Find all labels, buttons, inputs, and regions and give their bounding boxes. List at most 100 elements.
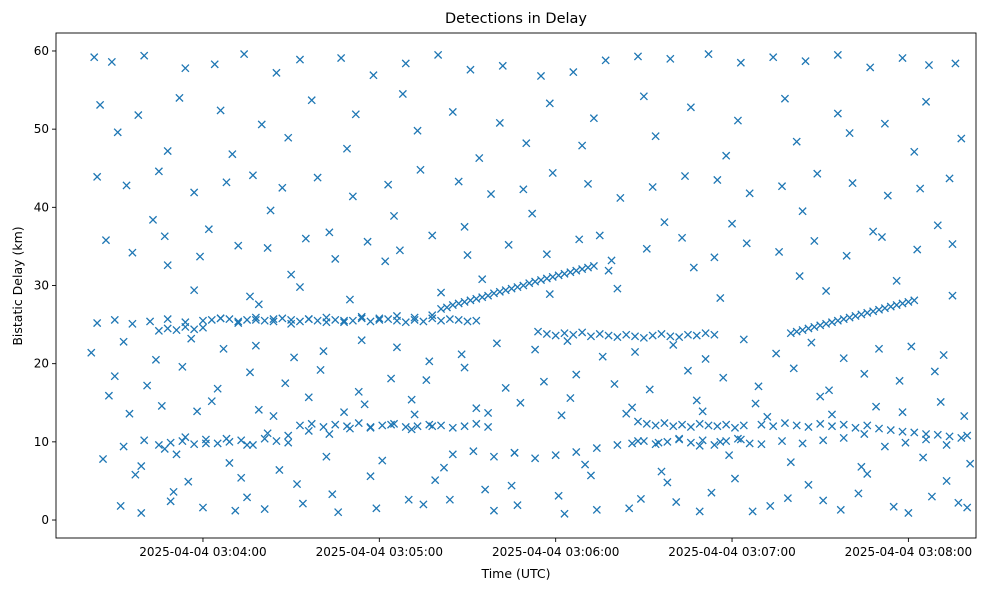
data-point [686, 438, 695, 447]
data-point [548, 168, 557, 177]
data-point [921, 435, 931, 444]
data-point [727, 219, 737, 228]
data-point [860, 429, 869, 439]
data-point [930, 367, 939, 376]
data-point [154, 326, 163, 335]
data-point [663, 437, 672, 446]
data-point [448, 450, 457, 459]
data-point [719, 373, 728, 382]
y-axis-ticks: 0 10 20 30 40 50 60 [34, 44, 56, 527]
data-point [334, 508, 343, 517]
data-point [910, 147, 919, 156]
data-point [924, 60, 934, 70]
data-point [963, 431, 972, 440]
data-point [207, 397, 216, 406]
data-point [290, 353, 299, 362]
data-point [798, 207, 807, 216]
data-point [454, 299, 463, 308]
data-point [642, 244, 651, 253]
data-point [307, 96, 316, 105]
data-point [428, 311, 437, 320]
data-point [489, 289, 499, 298]
data-point [313, 173, 322, 182]
data-point [284, 133, 293, 142]
data-point [860, 369, 869, 378]
data-point [633, 437, 643, 446]
data-point [683, 366, 693, 375]
data-point [819, 436, 828, 445]
data-point [589, 114, 598, 123]
data-point [119, 337, 128, 346]
data-point [839, 354, 848, 363]
data-point [237, 436, 246, 445]
data-point [695, 507, 704, 516]
data-point [883, 191, 892, 200]
y-tick-label: 0 [41, 513, 49, 527]
data-point [566, 268, 575, 277]
data-point [507, 481, 516, 490]
data-point [777, 182, 787, 191]
data-point [387, 374, 396, 383]
data-point [819, 496, 828, 505]
data-point [410, 410, 419, 419]
data-point [757, 420, 766, 429]
data-point [260, 434, 269, 443]
data-point [639, 333, 648, 342]
data-point [466, 65, 475, 74]
data-point [201, 439, 210, 448]
data-point [857, 310, 866, 319]
data-point [628, 403, 637, 412]
data-point [551, 331, 560, 340]
data-point [263, 429, 272, 438]
data-point [648, 331, 657, 340]
x-tick-label: 2025-04-04 03:06:00 [492, 545, 619, 559]
data-point [93, 318, 102, 328]
y-tick-label: 50 [34, 122, 49, 136]
data-point [404, 495, 413, 504]
data-point [595, 231, 604, 240]
data-point [251, 341, 260, 350]
data-point [639, 92, 648, 101]
data-point [880, 119, 889, 128]
y-tick-label: 30 [34, 279, 49, 293]
data-point [242, 440, 252, 450]
data-point [657, 467, 666, 476]
data-point [295, 55, 305, 64]
data-point [331, 315, 340, 324]
data-point [169, 487, 178, 496]
data-point [281, 379, 290, 388]
data-point [484, 408, 493, 417]
data-point [507, 284, 516, 293]
data-point [872, 402, 881, 411]
data-point [410, 313, 419, 322]
data-point [154, 167, 163, 176]
data-point [804, 324, 813, 333]
data-point [942, 440, 951, 450]
data-point [325, 228, 334, 237]
data-point [431, 476, 440, 485]
data-point [630, 347, 640, 357]
data-point [436, 316, 446, 325]
data-point [345, 424, 354, 433]
data-point [675, 434, 684, 443]
data-point [190, 188, 199, 197]
data-point [222, 178, 231, 187]
data-point [804, 480, 813, 489]
data-point [654, 438, 663, 447]
data-point [516, 398, 525, 407]
data-point [275, 465, 284, 475]
data-point [436, 288, 446, 297]
data-point [892, 300, 901, 310]
data-point [777, 437, 787, 446]
data-point [107, 57, 116, 66]
data-point [772, 349, 781, 358]
data-point [874, 305, 884, 314]
data-point [439, 463, 449, 472]
data-point [707, 488, 716, 497]
data-point [357, 314, 366, 323]
data-point [827, 422, 837, 431]
data-point [713, 175, 722, 185]
data-point [910, 428, 919, 437]
data-point [716, 293, 725, 303]
data-point [951, 59, 960, 68]
